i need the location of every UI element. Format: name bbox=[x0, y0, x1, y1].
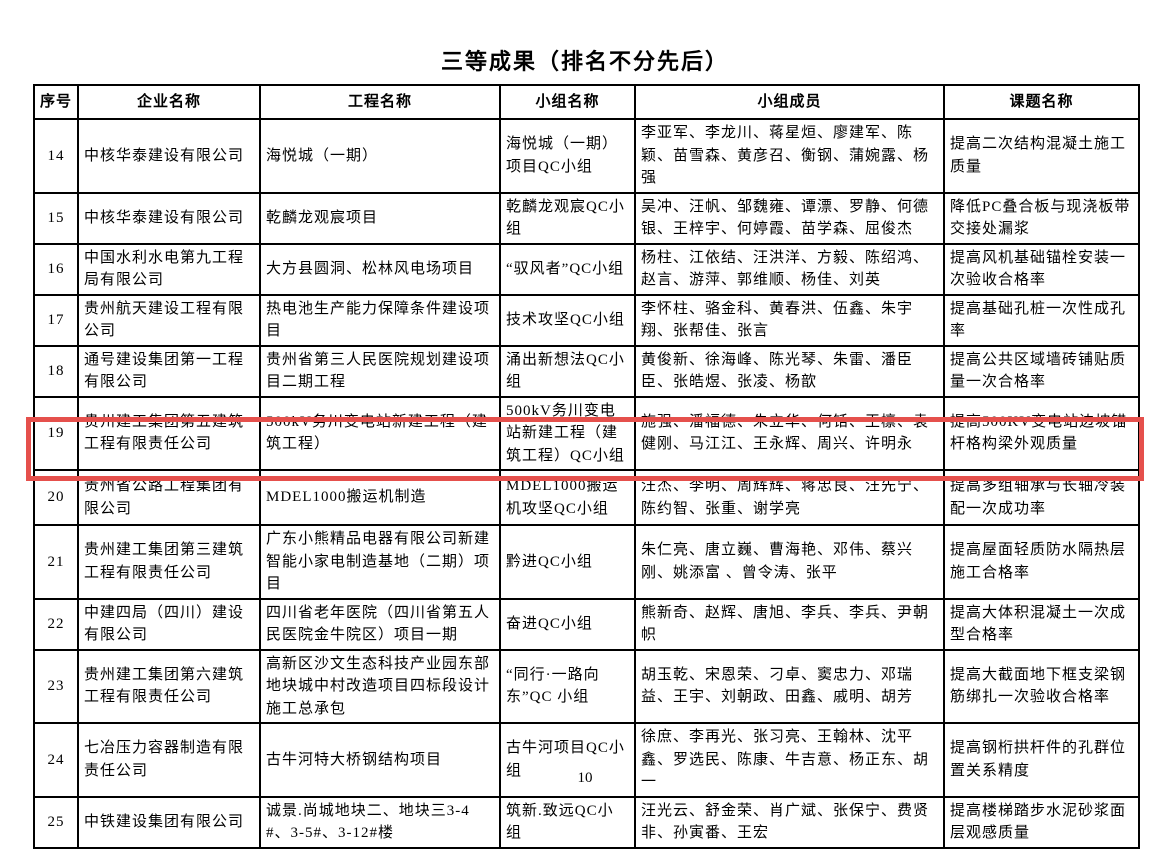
cell-group: MDEL1000搬运机攻坚QC小组 bbox=[499, 469, 636, 526]
table-row: 16 中国水利水电第九工程局有限公司 大方县圆洞、松林风电场项目 “驭风者”QC… bbox=[33, 242, 1140, 296]
cell-company: 通号建设集团第一工程有限公司 bbox=[77, 344, 261, 398]
cell-no: 17 bbox=[33, 293, 79, 347]
table-row: 21 贵州建工集团第三建筑工程有限责任公司 广东小熊精品电器有限公司新建智能小家… bbox=[33, 524, 1140, 600]
table-row: 22 中建四局（四川）建设有限公司 四川省老年医院（四川省第五人民医院金牛院区）… bbox=[33, 597, 1140, 651]
cell-group: 奋进QC小组 bbox=[499, 597, 636, 651]
cell-members: 施强、潘福德、朱立华、何铦、王檩、袁健刚、马江江、王永辉、周兴、许明永 bbox=[634, 395, 945, 471]
header-members: 小组成员 bbox=[634, 84, 945, 120]
cell-project: 贵州省第三人民医院规划建设项目二期工程 bbox=[259, 344, 501, 398]
page-title: 三等成果（排名不分先后） bbox=[440, 49, 729, 74]
results-table: 序号 企业名称 工程名称 小组名称 小组成员 课题名称 14 中核华泰建设有限公… bbox=[33, 84, 1140, 849]
cell-company: 贵州省公路工程集团有限公司 bbox=[77, 469, 261, 526]
cell-topic: 提高基础孔桩一次性成孔率 bbox=[943, 293, 1140, 347]
cell-members: 李亚军、李龙川、蒋星烜、廖建军、陈颖、苗雪森、黄彦召、衡钢、蒲婉露、杨强 bbox=[634, 118, 945, 194]
cell-company: 中核华泰建设有限公司 bbox=[77, 191, 261, 245]
cell-group: “驭风者”QC小组 bbox=[499, 242, 636, 296]
cell-group: 乾麟龙观宸QC小组 bbox=[499, 191, 636, 245]
header-no: 序号 bbox=[33, 84, 79, 120]
cell-topic: 提高二次结构混凝土施工质量 bbox=[943, 118, 1140, 194]
cell-topic: 提高楼梯踏步水泥砂浆面层观感质量 bbox=[943, 795, 1140, 849]
cell-members: 汪杰、李明、周辉辉、蒋忠良、汪先宁、陈约智、张重、谢学亮 bbox=[634, 469, 945, 526]
cell-project: 大方县圆洞、松林风电场项目 bbox=[259, 242, 501, 296]
table-row-highlighted: 20 贵州省公路工程集团有限公司 MDEL1000搬运机制造 MDEL1000搬… bbox=[33, 469, 1140, 526]
cell-company: 中建四局（四川）建设有限公司 bbox=[77, 597, 261, 651]
cell-members: 徐庶、李再光、张习亮、王翰林、沈平鑫、罗选民、陈康、牛吉意、杨正东、胡一 bbox=[634, 722, 945, 798]
cell-group: 技术攻坚QC小组 bbox=[499, 293, 636, 347]
cell-topic: 提高多组轴承与长轴冷装配一次成功率 bbox=[943, 469, 1140, 526]
cell-topic: 提高公共区域墙砖铺贴质量一次合格率 bbox=[943, 344, 1140, 398]
table-row: 19 贵州建工集团第五建筑工程有限责任公司 500kV务川变电站新建工程（建筑工… bbox=[33, 395, 1140, 471]
cell-project: 广东小熊精品电器有限公司新建智能小家电制造基地（二期）项目 bbox=[259, 524, 501, 600]
table-row: 25 中铁建设集团有限公司 诚景.尚城地块二、地块三3-4#、3-5#、3-12… bbox=[33, 795, 1140, 849]
cell-group: 筑新.致远QC小组 bbox=[499, 795, 636, 849]
cell-topic: 提高屋面轻质防水隔热层施工合格率 bbox=[943, 524, 1140, 600]
cell-project: 海悦城（一期） bbox=[259, 118, 501, 194]
table-row: 24 七冶压力容器制造有限责任公司 古牛河特大桥钢结构项目 古牛河项目QC小组 … bbox=[33, 722, 1140, 798]
cell-no: 23 bbox=[33, 648, 79, 724]
page-number: 10 bbox=[577, 770, 593, 786]
header-project: 工程名称 bbox=[259, 84, 501, 120]
cell-members: 熊新奇、赵辉、唐旭、李兵、李兵、尹朝帜 bbox=[634, 597, 945, 651]
cell-company: 贵州建工集团第三建筑工程有限责任公司 bbox=[77, 524, 261, 600]
cell-company: 贵州建工集团第六建筑工程有限责任公司 bbox=[77, 648, 261, 724]
cell-topic: 提高大截面地下框支梁钢筋绑扎一次验收合格率 bbox=[943, 648, 1140, 724]
cell-members: 杨柱、江依结、汪洪洋、方毅、陈绍鸿、赵言、游萍、郭维顺、杨佳、刘英 bbox=[634, 242, 945, 296]
cell-members: 胡玉乾、宋恩荣、刁卓、窦忠力、邓瑞益、王宇、刘朝政、田鑫、戚明、胡芳 bbox=[634, 648, 945, 724]
cell-company: 中国水利水电第九工程局有限公司 bbox=[77, 242, 261, 296]
cell-group: 黔进QC小组 bbox=[499, 524, 636, 600]
table-row: 18 通号建设集团第一工程有限公司 贵州省第三人民医院规划建设项目二期工程 涌出… bbox=[33, 344, 1140, 398]
cell-company: 贵州建工集团第五建筑工程有限责任公司 bbox=[77, 395, 261, 471]
cell-no: 24 bbox=[33, 722, 79, 798]
cell-project: 500kV务川变电站新建工程（建筑工程） bbox=[259, 395, 501, 471]
cell-group: 500kV务川变电站新建工程（建筑工程）QC小组 bbox=[499, 395, 636, 471]
cell-no: 16 bbox=[33, 242, 79, 296]
table-row: 14 中核华泰建设有限公司 海悦城（一期） 海悦城（一期）项目QC小组 李亚军、… bbox=[33, 118, 1140, 194]
cell-project: 乾麟龙观宸项目 bbox=[259, 191, 501, 245]
cell-topic: 提高500KV变电站边坡锚杆格构梁外观质量 bbox=[943, 395, 1140, 471]
header-topic: 课题名称 bbox=[943, 84, 1140, 120]
cell-topic: 提高大体积混凝土一次成型合格率 bbox=[943, 597, 1140, 651]
cell-no: 18 bbox=[33, 344, 79, 398]
cell-company: 贵州航天建设工程有限公司 bbox=[77, 293, 261, 347]
cell-members: 朱仁亮、唐立巍、曹海艳、邓伟、蔡兴刚、姚添富 、曾令涛、张平 bbox=[634, 524, 945, 600]
table-row: 23 贵州建工集团第六建筑工程有限责任公司 高新区沙文生态科技产业园东部地块城中… bbox=[33, 648, 1140, 724]
cell-project: 诚景.尚城地块二、地块三3-4#、3-5#、3-12#楼 bbox=[259, 795, 501, 849]
cell-no: 25 bbox=[33, 795, 79, 849]
cell-topic: 降低PC叠合板与现浇板带交接处漏浆 bbox=[943, 191, 1140, 245]
cell-project: 四川省老年医院（四川省第五人民医院金牛院区）项目一期 bbox=[259, 597, 501, 651]
cell-no: 22 bbox=[33, 597, 79, 651]
cell-no: 15 bbox=[33, 191, 79, 245]
cell-project: MDEL1000搬运机制造 bbox=[259, 469, 501, 526]
cell-project: 古牛河特大桥钢结构项目 bbox=[259, 722, 501, 798]
table-row: 15 中核华泰建设有限公司 乾麟龙观宸项目 乾麟龙观宸QC小组 吴冲、汪帆、邹魏… bbox=[33, 191, 1140, 245]
cell-company: 七冶压力容器制造有限责任公司 bbox=[77, 722, 261, 798]
cell-members: 黄俊新、徐海峰、陈光琴、朱雷、潘臣臣、张皓煜、张凌、杨歆 bbox=[634, 344, 945, 398]
cell-members: 李怀柱、骆金科、黄春洪、伍鑫、朱宇翔、张帮佳、张言 bbox=[634, 293, 945, 347]
cell-company: 中铁建设集团有限公司 bbox=[77, 795, 261, 849]
cell-no: 21 bbox=[33, 524, 79, 600]
header-company: 企业名称 bbox=[77, 84, 261, 120]
cell-topic: 提高钢桁拱杆件的孔群位置关系精度 bbox=[943, 722, 1140, 798]
cell-group: 涌出新想法QC小组 bbox=[499, 344, 636, 398]
cell-no: 20 bbox=[33, 469, 79, 526]
cell-members: 吴冲、汪帆、邹魏雍、谭漂、罗静、何德银、王梓宇、何婷霞、苗学森、屈俊杰 bbox=[634, 191, 945, 245]
cell-group: “同行·一路向东”QC 小组 bbox=[499, 648, 636, 724]
cell-group: 古牛河项目QC小组 bbox=[499, 722, 636, 798]
table-header-row: 序号 企业名称 工程名称 小组名称 小组成员 课题名称 bbox=[33, 84, 1140, 120]
table-row: 17 贵州航天建设工程有限公司 热电池生产能力保障条件建设项目 技术攻坚QC小组… bbox=[33, 293, 1140, 347]
header-group: 小组名称 bbox=[499, 84, 636, 120]
cell-company: 中核华泰建设有限公司 bbox=[77, 118, 261, 194]
cell-project: 热电池生产能力保障条件建设项目 bbox=[259, 293, 501, 347]
cell-no: 19 bbox=[33, 395, 79, 471]
cell-group: 海悦城（一期）项目QC小组 bbox=[499, 118, 636, 194]
cell-topic: 提高风机基础锚栓安装一次验收合格率 bbox=[943, 242, 1140, 296]
cell-members: 汪光云、舒金荣、肖广斌、张保宁、费贤非、孙寅番、王宏 bbox=[634, 795, 945, 849]
cell-project: 高新区沙文生态科技产业园东部地块城中村改造项目四标段设计施工总承包 bbox=[259, 648, 501, 724]
cell-no: 14 bbox=[33, 118, 79, 194]
